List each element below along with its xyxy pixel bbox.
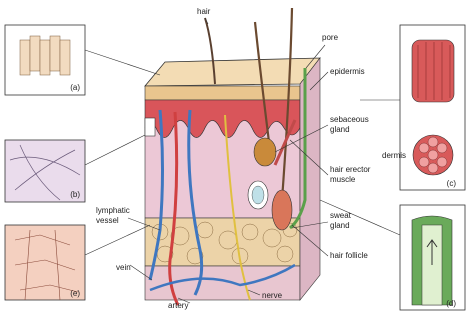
label: gland — [330, 221, 350, 230]
panel-label: (b) — [70, 190, 80, 199]
inset-a — [4, 24, 86, 96]
label: hair erector — [330, 165, 371, 174]
label: vein — [116, 263, 131, 272]
leader-lines — [84, 17, 401, 304]
inset-e — [4, 224, 86, 301]
label: sweat — [330, 211, 352, 220]
label: artery — [168, 301, 188, 310]
label: lymphatic — [96, 206, 130, 215]
label: nerve — [262, 291, 283, 300]
label: vessel — [96, 216, 119, 225]
label: hair — [197, 7, 211, 16]
inset-b — [4, 139, 86, 203]
panel-label: (d) — [446, 299, 456, 308]
label: gland — [330, 125, 350, 134]
label: epidermis — [330, 67, 365, 76]
skin-block — [144, 7, 321, 306]
label: pore — [322, 33, 339, 42]
inset-c — [399, 24, 466, 191]
panel-label: (c) — [447, 179, 457, 188]
panel-label: (a) — [70, 83, 80, 92]
panel-label: (e) — [70, 289, 80, 298]
label: sebaceous — [330, 115, 369, 124]
label: hair follicle — [330, 251, 368, 260]
inset-d — [399, 204, 466, 311]
label: muscle — [330, 175, 356, 184]
label: dermis — [382, 151, 406, 160]
